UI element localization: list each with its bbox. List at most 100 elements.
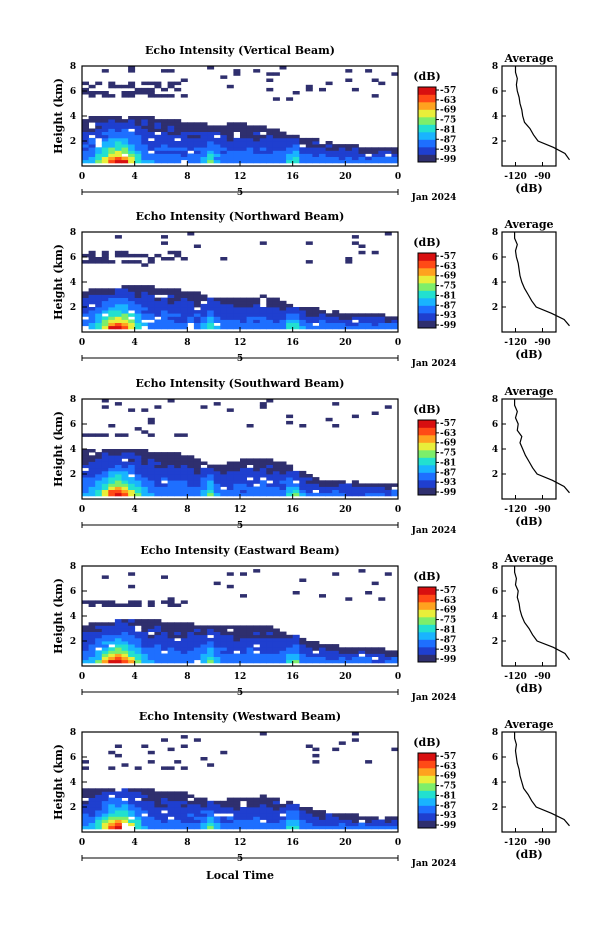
- echo-cell: [272, 461, 280, 465]
- echo-cell: [213, 581, 221, 586]
- echo-cell: [167, 822, 175, 827]
- echo-cell: [266, 78, 274, 82]
- echo-cell: [299, 483, 307, 487]
- echo-cell: [174, 122, 182, 126]
- echo-cell: [147, 641, 155, 645]
- echo-cell: [114, 653, 122, 657]
- echo-cell: [121, 455, 129, 459]
- echo-cell: [332, 644, 340, 648]
- echo-cell: [240, 141, 247, 145]
- echo-cell: [384, 156, 392, 161]
- echo-cell: [167, 125, 175, 129]
- echo-cell: [266, 483, 274, 487]
- echo-cell: [332, 650, 340, 654]
- echo-cell: [180, 644, 188, 648]
- echo-cell: [101, 461, 109, 465]
- echo-cell: [167, 147, 175, 151]
- echo-cell: [187, 134, 195, 139]
- echo-cell: [305, 307, 313, 311]
- echo-cell: [312, 653, 320, 657]
- echo-cell: [167, 819, 175, 823]
- echo-cell: [332, 147, 340, 151]
- echo-cell: [233, 641, 241, 645]
- echo-cell: [193, 644, 201, 648]
- y-tick-label: 6: [70, 587, 76, 597]
- echo-cell: [180, 634, 188, 639]
- echo-cell: [246, 461, 254, 465]
- echo-cell: [147, 141, 155, 145]
- echo-cell: [161, 800, 168, 805]
- echo-cell: [147, 625, 155, 629]
- echo-cell: [246, 810, 254, 814]
- echo-cell: [207, 822, 215, 827]
- echo-cell: [226, 637, 234, 642]
- echo-cell: [180, 797, 188, 802]
- echo-cell: [240, 594, 247, 598]
- echo-cell: [161, 159, 168, 164]
- echo-cell: [147, 297, 155, 302]
- day-label: 5: [237, 188, 243, 198]
- echo-cell: [338, 156, 346, 161]
- echo-cell: [161, 625, 168, 629]
- echo-cell: [338, 147, 346, 151]
- echo-cell: [391, 159, 399, 164]
- echo-cell: [325, 325, 333, 330]
- echo-cell: [82, 819, 89, 823]
- echo-cell: [101, 653, 109, 657]
- echo-cell: [259, 322, 267, 327]
- echo-cell: [101, 300, 109, 305]
- echo-cell: [114, 659, 122, 664]
- echo-cell: [101, 800, 109, 805]
- echo-cell: [391, 316, 399, 320]
- echo-cell: [371, 486, 379, 490]
- avg-y-tick-label: 2: [492, 803, 498, 813]
- echo-cell: [121, 147, 129, 151]
- echo-cell: [101, 486, 109, 490]
- echo-cell: [180, 137, 188, 142]
- echo-cell: [233, 467, 241, 472]
- echo-cell: [174, 813, 182, 817]
- echo-cell: [101, 125, 109, 129]
- echo-cell: [240, 813, 247, 817]
- echo-cell: [82, 91, 89, 95]
- echo-cell: [292, 156, 300, 161]
- echo-cell: [134, 634, 142, 639]
- echo-cell: [167, 794, 175, 798]
- echo-cell: [187, 644, 195, 648]
- echo-cell: [259, 128, 267, 132]
- colorbar-tick-label: -57: [440, 419, 456, 429]
- heatmap-field: [82, 232, 399, 330]
- echo-cell: [154, 461, 162, 465]
- echo-cell: [233, 313, 241, 317]
- echo-cell: [312, 825, 320, 830]
- echo-cell: [147, 433, 155, 437]
- echo-cell: [292, 141, 300, 145]
- echo-cell: [141, 408, 149, 412]
- echo-cell: [82, 659, 89, 664]
- echo-cell: [180, 794, 188, 798]
- echo-cell: [220, 644, 228, 648]
- echo-cell: [233, 637, 241, 642]
- colorbar-swatch: [418, 283, 436, 291]
- echo-cell: [253, 69, 261, 73]
- echo-cell: [345, 78, 353, 82]
- echo-cell: [378, 819, 386, 823]
- colorbar-tick-label: -75: [440, 282, 456, 292]
- echo-cell: [220, 483, 228, 487]
- echo-cell: [226, 477, 234, 481]
- echo-cell: [378, 147, 386, 151]
- echo-cell: [213, 641, 221, 645]
- echo-cell: [174, 125, 182, 129]
- echo-cell: [233, 797, 241, 802]
- echo-cell: [167, 656, 175, 661]
- echo-cell: [95, 803, 103, 808]
- echo-cell: [240, 492, 247, 497]
- echo-cell: [147, 788, 155, 792]
- echo-cell: [141, 480, 149, 484]
- echo-cell: [240, 641, 247, 645]
- echo-cell: [174, 300, 182, 305]
- echo-cell: [101, 575, 109, 579]
- echo-cell: [345, 653, 353, 657]
- echo-cell: [253, 647, 261, 651]
- echo-cell: [95, 455, 103, 459]
